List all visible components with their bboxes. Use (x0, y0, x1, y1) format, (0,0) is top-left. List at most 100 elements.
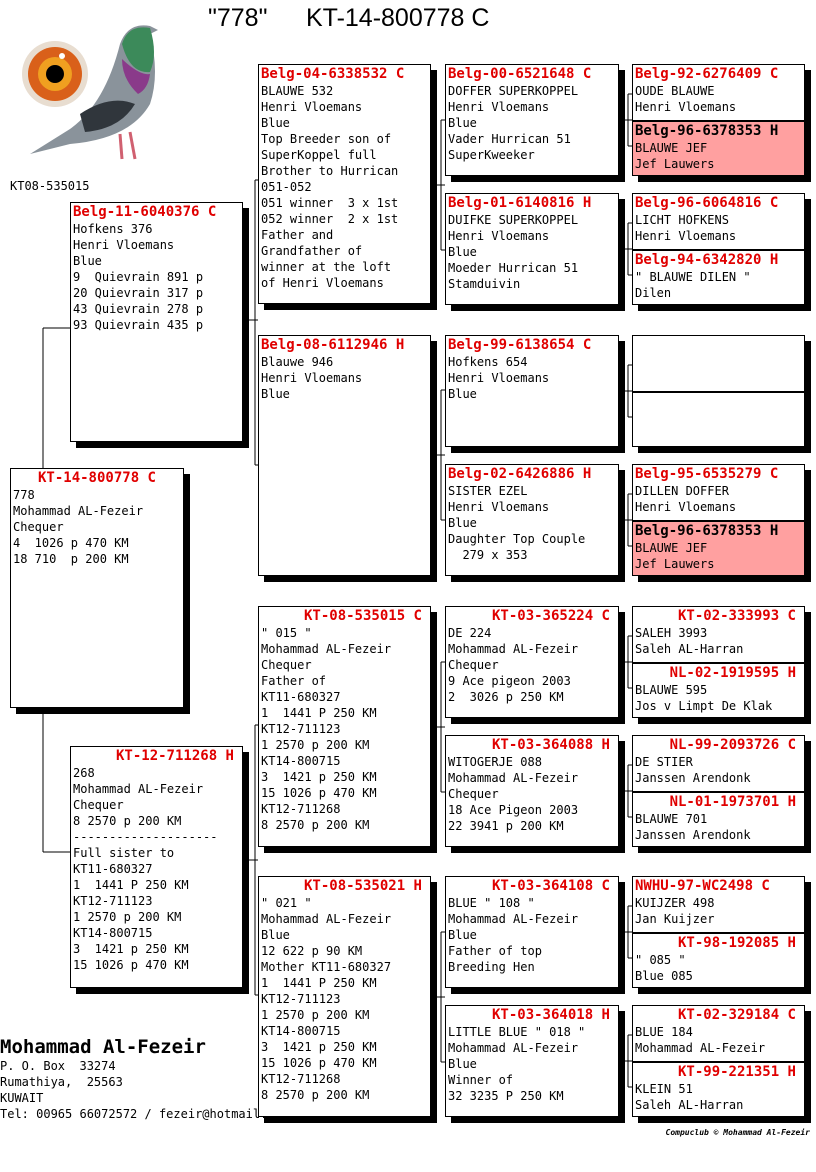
pedigree-card[interactable]: Belg-96-6378353 H BLAUWE JEF Jef Lauwers (632, 521, 805, 576)
ring-number: KT-02-329184 C (677, 1007, 796, 1023)
pedigree-card[interactable]: KT-03-365224 C DE 224 Mohammad AL-Fezeir Ch… (445, 606, 619, 718)
card-line: Blue (261, 116, 290, 130)
card-line: 279 x 353 (448, 548, 528, 562)
pedigree-card[interactable]: Belg-00-6521648 C DOFFER SUPERKOPPEL Henri… (445, 64, 619, 176)
pedigree-card[interactable]: KT-98-192085 H " 085 " Blue 085 (632, 933, 805, 988)
card-line: Jef Lauwers (635, 157, 715, 171)
ring-number: Belg-94-6342820 H (635, 252, 779, 268)
pedigree-card[interactable]: KT-02-333993 C SALEH 3993 Saleh AL-Harran (632, 606, 805, 663)
card-line: Blue (73, 254, 102, 268)
ring-number: Belg-01-6140816 H (448, 195, 592, 211)
pedigree-card[interactable]: Belg-92-6276409 C OUDE BLAUWE Henri Vloema… (632, 64, 805, 121)
card-line: 1 1441 P 250 KM (261, 976, 377, 990)
card-line: winner at the loft (261, 260, 392, 274)
pedigree-card[interactable] (632, 392, 805, 447)
address-line: KUWAIT (0, 1091, 44, 1105)
pedigree-card[interactable]: NL-99-2093726 C DE STIER Janssen Arendonk (632, 735, 805, 792)
card-line: Henri Vloemans (635, 229, 737, 243)
card-line: Mohammad AL-Fezeir (261, 912, 392, 926)
ring-number: KT-08-535015 C (303, 608, 422, 624)
pedigree-card[interactable]: NL-02-1919595 H BLAUWE 595 Jos v Limpt De … (632, 663, 805, 718)
card-line: BLUE 184 (635, 1025, 693, 1039)
card-line: 8 2570 p 200 KM (261, 818, 370, 832)
card-line: 051 winner 3 x 1st (261, 196, 399, 210)
pedigree-card[interactable]: KT-08-535021 H " 021 " Mohammad AL-Fezeir B… (258, 876, 431, 1117)
card-line: Chequer (448, 658, 499, 672)
card-line: 3 1421 p 250 KM (261, 770, 377, 784)
card-line: Father of top (448, 944, 542, 958)
card-line: Daughter Top Couple (448, 532, 586, 546)
pedigree-card[interactable] (632, 335, 805, 392)
card-line: Father of (261, 674, 327, 688)
card-line: " 015 " (261, 626, 312, 640)
card-line: Mohammad AL-Fezeir (448, 642, 579, 656)
ring-number: NWHU-97-WC2498 C (635, 878, 770, 894)
ring-number: KT-98-192085 H (677, 935, 796, 951)
card-line: 18 710 p 200 KM (13, 552, 129, 566)
card-line: Mohammad AL-Fezeir (448, 771, 579, 785)
card-line: 051-052 (261, 180, 312, 194)
pedigree-card[interactable]: KT-12-711268 H 268 Mohammad AL-Fezeir Chequ… (70, 746, 243, 988)
ring-number: Belg-99-6138654 C (448, 337, 592, 353)
card-line: Blue (448, 387, 477, 401)
card-line: BLAUWE 532 (261, 84, 334, 98)
card-line: Jan Kuijzer (635, 912, 715, 926)
card-line: Henri Vloemans (448, 100, 550, 114)
card-line: KUIJZER 498 (635, 896, 715, 910)
pedigree-card[interactable]: Belg-96-6378353 H BLAUWE JEF Jef Lauwers (632, 121, 805, 176)
address-line: P. O. Box 33274 (0, 1059, 116, 1073)
card-line: BLAUWE 595 (635, 683, 708, 697)
pedigree-card[interactable]: NWHU-97-WC2498 C KUIJZER 498 Jan Kuijzer (632, 876, 805, 933)
card-line: Blue (448, 928, 477, 942)
card-line: KT12-711123 (73, 894, 153, 908)
pedigree-card[interactable]: KT-03-364018 H LITTLE BLUE " 018 " Mohamma… (445, 1005, 619, 1117)
pedigree-card[interactable]: KT-08-535015 C " 015 " Mohammad AL-Fezeir C… (258, 606, 431, 847)
ring-number: Belg-02-6426886 H (448, 466, 592, 482)
card-line: SALEH 3993 (635, 626, 708, 640)
pedigree-card[interactable]: Belg-95-6535279 C DILLEN DOFFER Henri Vloe… (632, 464, 805, 521)
card-line: Henri Vloemans (448, 229, 550, 243)
pedigree-card[interactable]: KT-03-364108 C BLUE " 108 " Mohammad AL-Fe… (445, 876, 619, 988)
card-line: 2 3026 p 250 KM (448, 690, 564, 704)
card-line: Grandfather of (261, 244, 363, 258)
card-line: Full sister to (73, 846, 175, 860)
pedigree-card[interactable]: Belg-04-6338532 C BLAUWE 532 Henri Vloeman… (258, 64, 431, 304)
pedigree-card[interactable]: Belg-08-6112946 H Blauwe 946 Henri Vloeman… (258, 335, 431, 576)
card-line: Henri Vloemans (261, 371, 363, 385)
pedigree-card[interactable]: KT-03-364088 H WITOGERJE 088 Mohammad AL-F… (445, 735, 619, 847)
card-line: 93 Quievrain 435 p (73, 318, 204, 332)
card-line: " 085 " (635, 953, 686, 967)
card-line: Mohammad AL-Fezeir (448, 912, 579, 926)
pedigree-card[interactable]: KT-02-329184 C BLUE 184 Mohammad AL-Fezeir (632, 1005, 805, 1062)
ring-number: KT-03-364108 C (491, 878, 610, 894)
card-line: 43 Quievrain 278 p (73, 302, 204, 316)
pedigree-card[interactable]: KT-99-221351 H KLEIN 51 Saleh AL-Harran (632, 1062, 805, 1117)
pedigree-card[interactable]: NL-01-1973701 H BLAUWE 701 Janssen Arendon… (632, 792, 805, 847)
card-line: BLAUWE 701 (635, 812, 708, 826)
card-line: KT14-800715 (73, 926, 153, 940)
card-line: BLUE " 108 " (448, 896, 535, 910)
pedigree-card[interactable]: Belg-94-6342820 H " BLAUWE DILEN " Dilen (632, 250, 805, 305)
card-line: KT12-711123 (261, 722, 341, 736)
pedigree-card[interactable]: Belg-96-6064816 C LICHT HOFKENS Henri Vloe… (632, 193, 805, 250)
card-line: 9 Ace pigeon 2003 (448, 674, 571, 688)
pedigree-card[interactable]: Belg-02-6426886 H SISTER EZEL Henri Vloema… (445, 464, 619, 576)
card-line: Father and (261, 228, 334, 242)
card-line: 15 1026 p 470 KM (261, 1056, 377, 1070)
card-line: Vader Hurrican 51 (448, 132, 571, 146)
pedigree-card[interactable]: Belg-01-6140816 H DUIFKE SUPERKOPPEL Henri… (445, 193, 619, 305)
card-line: Saleh AL-Harran (635, 1098, 744, 1112)
ring-number: KT-03-364018 H (491, 1007, 610, 1023)
card-line: Stamduivin (448, 277, 521, 291)
ring-number: Belg-92-6276409 C (635, 66, 779, 82)
card-line: Henri Vloemans (73, 238, 175, 252)
pedigree-card[interactable]: Belg-99-6138654 C Hofkens 654 Henri Vloema… (445, 335, 619, 447)
card-line: Janssen Arendonk (635, 828, 751, 842)
card-line: 12 622 p 90 KM (261, 944, 363, 958)
ring-number: Belg-11-6040376 C (73, 204, 217, 220)
ring-number: Belg-95-6535279 C (635, 466, 779, 482)
pedigree-card[interactable]: KT-14-800778 C 778 Mohammad AL-Fezeir Chequ… (10, 468, 184, 708)
card-line: 22 3941 p 200 KM (448, 819, 564, 833)
pedigree-card[interactable]: Belg-11-6040376 C Hofkens 376 Henri Vloema… (70, 202, 243, 442)
card-line: LITTLE BLUE " 018 " (448, 1025, 586, 1039)
